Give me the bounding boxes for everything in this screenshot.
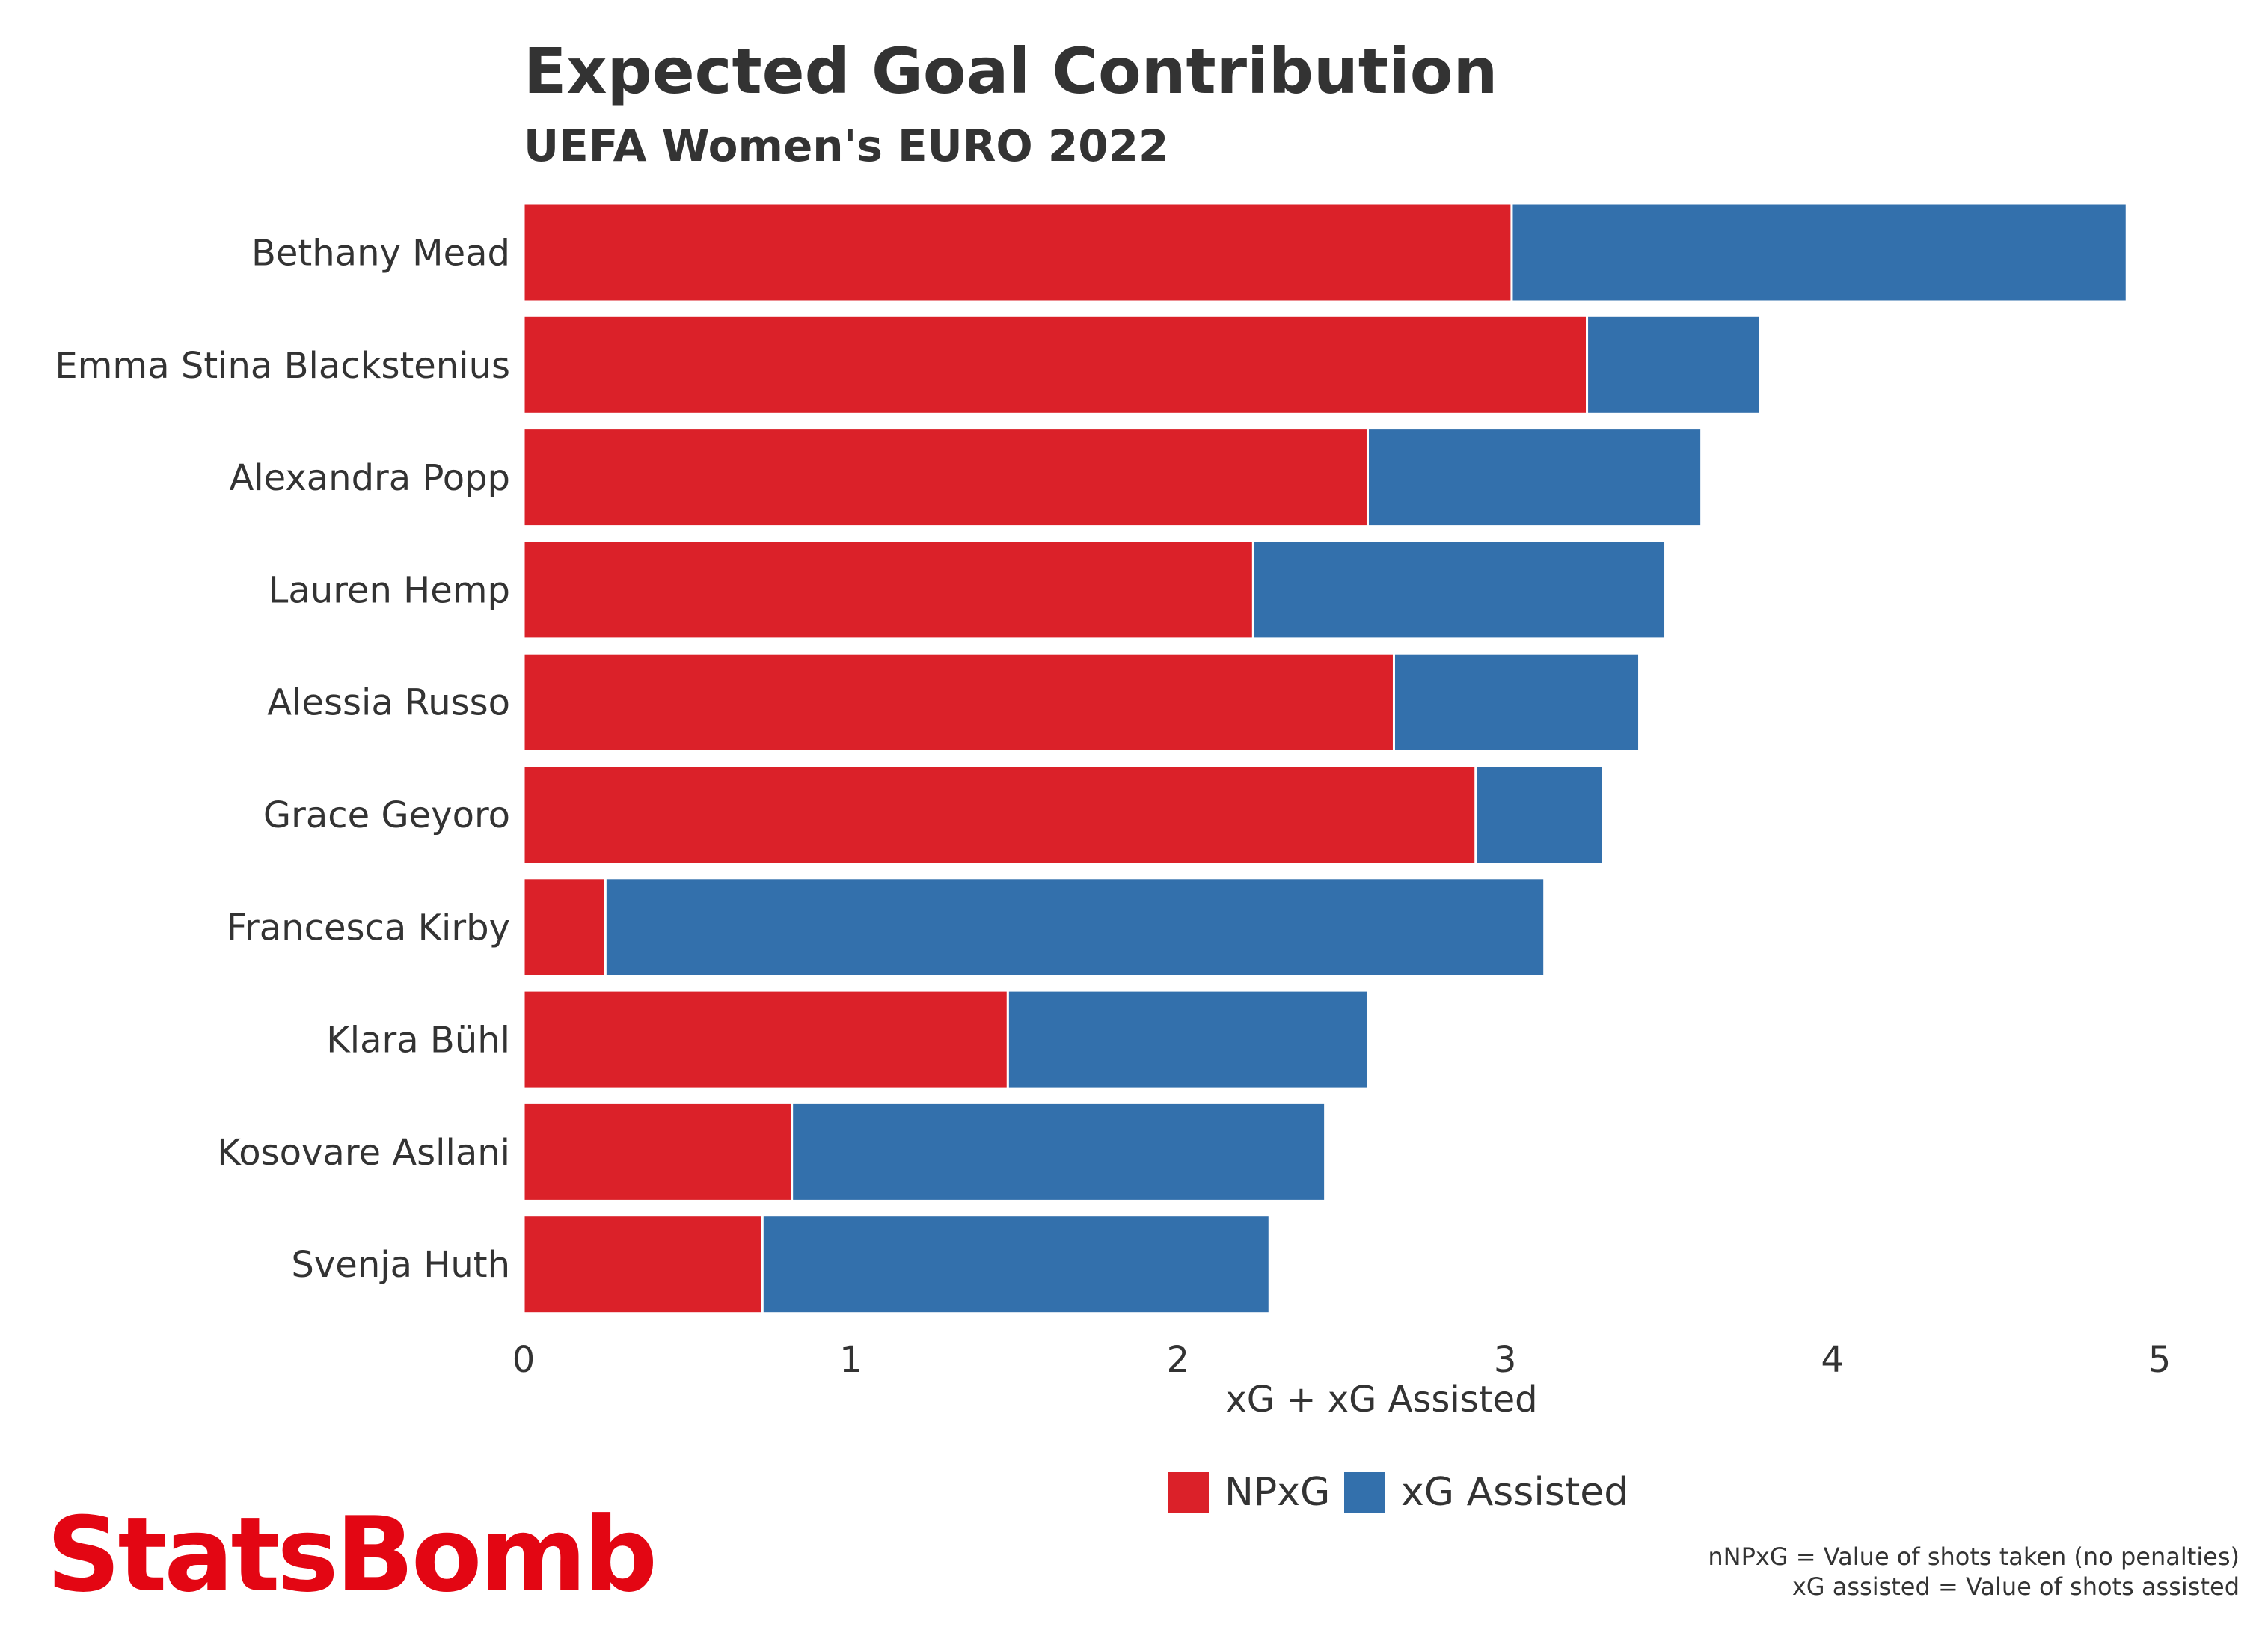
chart-title: Expected Goal Contribution: [524, 34, 1498, 108]
category-labels: Bethany Mead Emma Stina Blackstenius Alexa…: [55, 233, 510, 1287]
category-label-lauren-hemp: Lauren Hemp: [269, 569, 510, 611]
legend-swatch-xg-assisted: [1344, 1472, 1385, 1513]
legend-swatch-npxg: [1168, 1472, 1209, 1513]
footnote-xg-assisted: xG assisted = Value of shots assisted: [1792, 1572, 2240, 1601]
bar-xg-assisted-grace-geyoro: [1474, 765, 1605, 865]
footnote-npxg: nNPxG = Value of shots taken (no penalti…: [1708, 1543, 2240, 1571]
bar-npxg-bethany-mead: [522, 202, 1513, 303]
category-label-kosovare-asllani: Kosovare Asllani: [217, 1132, 510, 1174]
bars-group: [522, 202, 2128, 1315]
category-label-bethany-mead: Bethany Mead: [251, 233, 510, 275]
x-tick-labels: 0 1 2 3 4 5: [512, 1339, 2172, 1381]
bar-xg-assisted-klara-buhl: [1006, 989, 1369, 1090]
bar-xg-assisted-lauren-hemp: [1251, 539, 1667, 640]
bar-npxg-emma-stina-blackstenius: [522, 314, 1589, 415]
bar-xg-assisted-francesca-kirby: [604, 877, 1546, 978]
bar-xg-assisted-alexandra-popp: [1366, 427, 1703, 528]
category-label-klara-buhl: Klara Bühl: [326, 1020, 510, 1062]
legend-label-npxg: NPxG: [1225, 1470, 1330, 1515]
x-tick-label-5: 5: [2148, 1339, 2172, 1381]
category-label-emma-stina-blackstenius: Emma Stina Blackstenius: [55, 345, 510, 387]
bar-xg-assisted-alessia-russo: [1392, 652, 1641, 753]
statsbomb-logo: StatsBomb: [46, 1495, 655, 1615]
bar-npxg-alexandra-popp: [522, 427, 1369, 528]
bar-xg-assisted-kosovare-asllani: [791, 1101, 1327, 1202]
x-tick-label-0: 0: [512, 1339, 536, 1381]
legend: NPxG xG Assisted: [1168, 1470, 1628, 1515]
bar-npxg-francesca-kirby: [522, 877, 607, 978]
chart-subtitle: UEFA Women's EURO 2022: [524, 120, 1168, 171]
legend-label-xg-assisted: xG Assisted: [1401, 1470, 1628, 1515]
x-axis-title: xG + xG Assisted: [1225, 1379, 1537, 1421]
bar-npxg-kosovare-asllani: [522, 1101, 794, 1202]
x-tick-label-1: 1: [839, 1339, 862, 1381]
bar-npxg-alessia-russo: [522, 652, 1395, 753]
category-label-alexandra-popp: Alexandra Popp: [229, 457, 510, 499]
x-tick-label-4: 4: [1821, 1339, 1844, 1381]
bar-npxg-klara-buhl: [522, 989, 1009, 1090]
x-tick-label-3: 3: [1494, 1339, 1517, 1381]
x-tick-label-2: 2: [1167, 1339, 1190, 1381]
bar-npxg-svenja-huth: [522, 1214, 764, 1315]
category-label-grace-geyoro: Grace Geyoro: [263, 794, 510, 836]
bar-xg-assisted-bethany-mead: [1510, 202, 2128, 303]
bar-npxg-lauren-hemp: [522, 539, 1254, 640]
bar-xg-assisted-emma-stina-blackstenius: [1586, 314, 1762, 415]
bar-npxg-grace-geyoro: [522, 765, 1477, 865]
bar-xg-assisted-svenja-huth: [761, 1214, 1271, 1315]
category-label-francesca-kirby: Francesca Kirby: [227, 907, 510, 949]
category-label-alessia-russo: Alessia Russo: [267, 682, 510, 724]
category-label-svenja-huth: Svenja Huth: [291, 1244, 510, 1286]
